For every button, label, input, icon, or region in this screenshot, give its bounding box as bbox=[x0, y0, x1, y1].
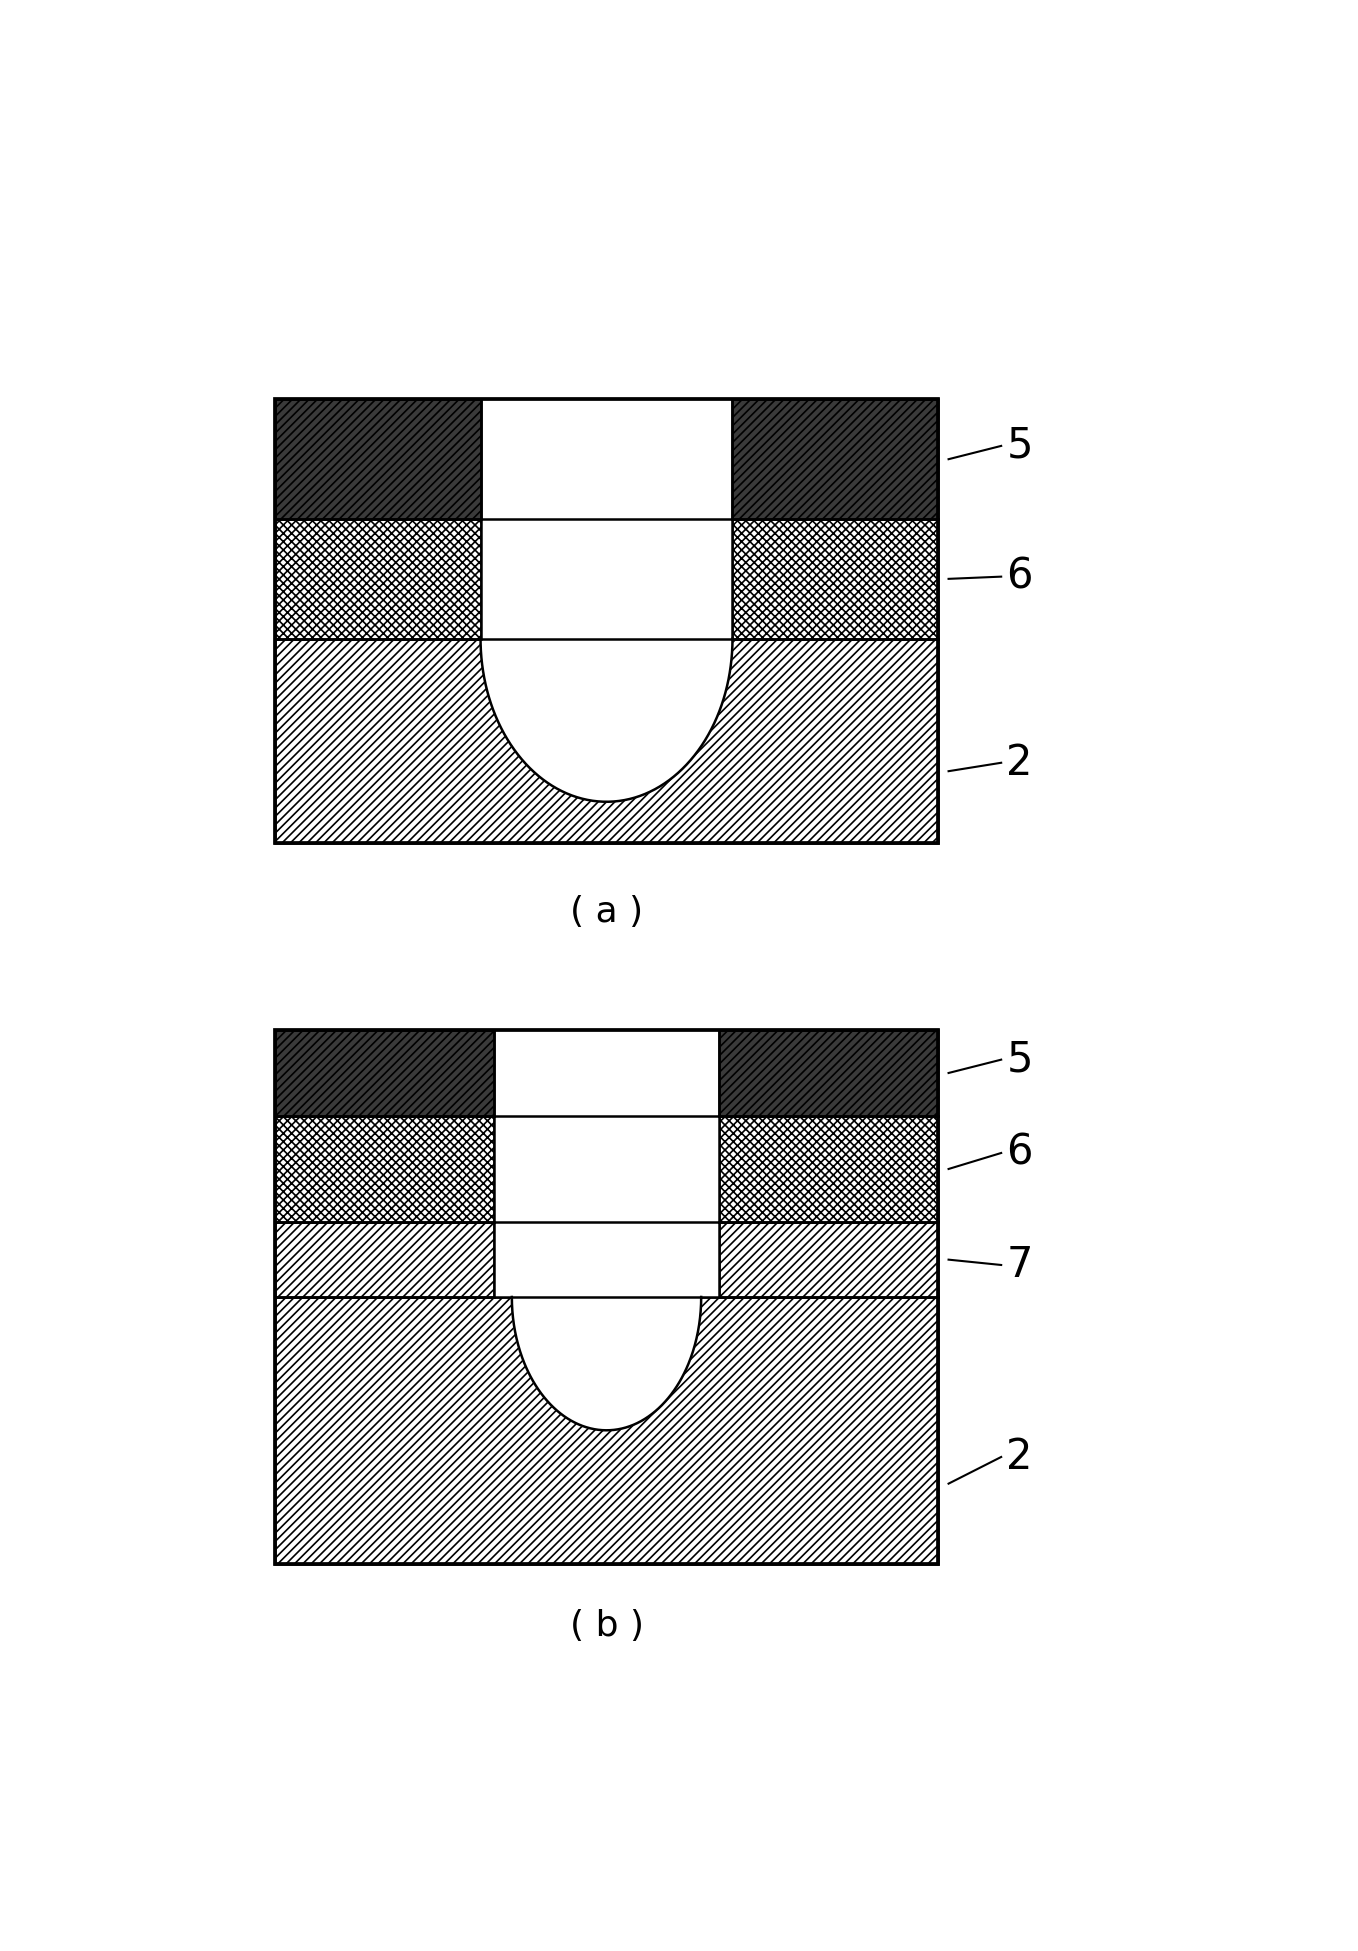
Bar bbox=[274, 1116, 494, 1223]
Bar bbox=[732, 400, 938, 519]
Text: 2: 2 bbox=[1006, 1436, 1033, 1479]
Bar bbox=[720, 1030, 938, 1116]
Bar bbox=[274, 519, 481, 638]
Bar bbox=[274, 1223, 494, 1297]
Polygon shape bbox=[512, 1297, 701, 1430]
Bar bbox=[720, 1030, 938, 1116]
Bar bbox=[274, 638, 938, 843]
Bar bbox=[274, 1297, 938, 1563]
Bar bbox=[732, 400, 938, 519]
Text: ( b ): ( b ) bbox=[569, 1610, 644, 1643]
Bar bbox=[274, 400, 481, 519]
Bar bbox=[274, 400, 938, 843]
Bar bbox=[732, 519, 938, 638]
Bar bbox=[481, 400, 732, 519]
Bar bbox=[720, 1223, 938, 1297]
Polygon shape bbox=[481, 638, 732, 802]
Bar bbox=[720, 1116, 938, 1223]
Text: 6: 6 bbox=[1006, 1132, 1033, 1175]
Bar bbox=[274, 1030, 494, 1116]
Text: 7: 7 bbox=[1006, 1245, 1033, 1286]
Text: 5: 5 bbox=[1006, 1038, 1033, 1081]
Text: 6: 6 bbox=[1006, 556, 1033, 597]
Bar bbox=[494, 1030, 720, 1116]
Bar bbox=[494, 1223, 720, 1297]
Bar bbox=[274, 1030, 938, 1563]
Bar bbox=[274, 400, 481, 519]
Text: 5: 5 bbox=[1006, 425, 1033, 466]
Bar bbox=[274, 1030, 494, 1116]
Text: ( a ): ( a ) bbox=[570, 896, 644, 929]
Bar bbox=[494, 1116, 720, 1223]
Bar bbox=[481, 519, 732, 638]
Text: 2: 2 bbox=[1006, 741, 1033, 784]
